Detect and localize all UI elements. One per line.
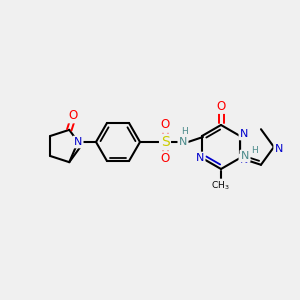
Text: N: N xyxy=(74,137,82,147)
Text: H: H xyxy=(181,127,188,136)
Text: O: O xyxy=(69,109,78,122)
Text: N: N xyxy=(179,137,187,147)
Text: N: N xyxy=(241,151,249,161)
Text: N: N xyxy=(240,129,248,139)
Text: S: S xyxy=(160,135,169,149)
Text: N: N xyxy=(196,153,204,163)
Text: N: N xyxy=(240,155,248,165)
Text: O: O xyxy=(216,100,226,112)
Text: O: O xyxy=(160,118,169,131)
Text: H: H xyxy=(251,146,258,155)
Text: CH$_3$: CH$_3$ xyxy=(211,180,229,192)
Text: N: N xyxy=(275,144,283,154)
Text: O: O xyxy=(160,152,169,166)
